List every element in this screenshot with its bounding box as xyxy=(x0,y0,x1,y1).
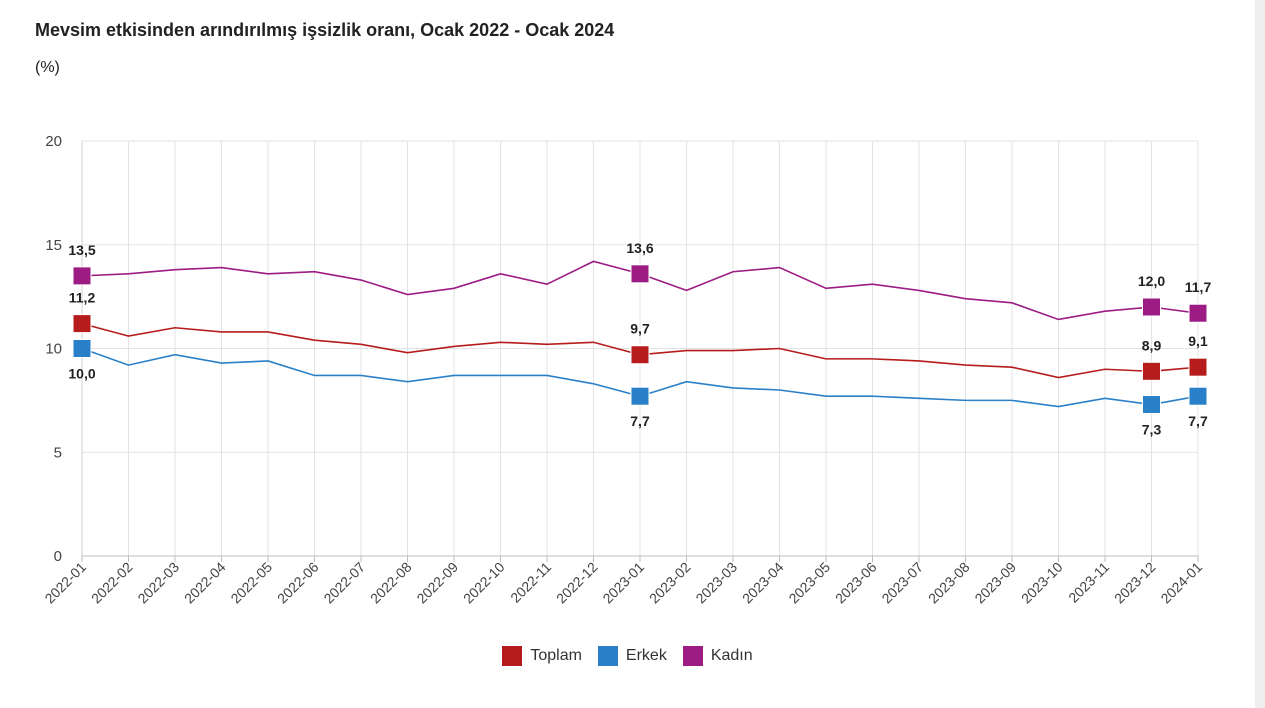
y-tick-label: 10 xyxy=(45,341,62,358)
y-tick-label: 20 xyxy=(45,133,62,150)
x-tick-label: 2023-01 xyxy=(599,559,647,607)
data-point-kadin xyxy=(72,266,92,286)
x-tick-label: 2022-04 xyxy=(181,559,229,607)
x-tick-label: 2022-11 xyxy=(507,559,554,606)
x-tick-label: 2023-09 xyxy=(971,559,1019,607)
legend-item-erkek[interactable]: Erkek xyxy=(597,646,667,666)
x-tick-label: 2023-07 xyxy=(878,559,926,607)
page-scrollbar[interactable] xyxy=(1255,0,1265,708)
legend-item-kadin[interactable]: Kadın xyxy=(682,646,753,666)
data-point-erkek xyxy=(630,386,650,406)
data-label-erkek: 10,0 xyxy=(68,366,95,382)
data-label-toplam: 11,2 xyxy=(69,290,96,306)
data-point-erkek xyxy=(1142,395,1161,415)
data-point-toplam xyxy=(72,314,92,334)
y-tick-label: 5 xyxy=(54,444,62,461)
data-point-kadin xyxy=(1188,303,1208,323)
x-tick-label: 2023-03 xyxy=(692,559,740,607)
x-tick-label: 2023-02 xyxy=(646,559,694,607)
x-tick-label: 2023-04 xyxy=(739,559,787,607)
legend-label: Kadın xyxy=(710,647,753,664)
x-tick-label: 2022-02 xyxy=(88,559,136,607)
data-label-erkek: 7,7 xyxy=(1188,413,1208,429)
x-tick-label: 2022-03 xyxy=(134,559,182,607)
x-tick-label: 2024-01 xyxy=(1157,559,1205,607)
data-point-erkek xyxy=(1188,386,1208,406)
x-tick-label: 2023-11 xyxy=(1065,559,1112,606)
data-point-toplam xyxy=(630,345,650,365)
x-axis: 2022-012022-022022-032022-042022-052022-… xyxy=(41,556,1205,606)
data-label-erkek: 7,7 xyxy=(630,413,650,429)
x-tick-label: 2022-09 xyxy=(413,559,461,607)
data-labels: 11,2 9,7 8,9 9,1 10,0 7,7 7,3 7,7 13,5 13,6 12,0 11… xyxy=(68,240,1211,438)
data-point-kadin xyxy=(1142,297,1161,317)
legend-swatch xyxy=(502,646,523,666)
x-tick-label: 2023-10 xyxy=(1018,559,1066,607)
chart-title: Mevsim etkisinden arındırılmış işsizlik … xyxy=(35,20,615,40)
legend-label: Toplam xyxy=(530,647,582,664)
legend-swatch xyxy=(597,646,618,666)
x-tick-label: 2022-08 xyxy=(367,559,415,607)
data-label-kadin: 13,6 xyxy=(626,240,653,256)
y-tick-label: 0 xyxy=(54,548,62,565)
chart-series xyxy=(72,260,1208,415)
legend-item-toplam[interactable]: Toplam xyxy=(502,646,582,666)
legend-label: Erkek xyxy=(625,647,667,664)
x-tick-label: 2022-07 xyxy=(320,559,368,607)
x-tick-label: 2023-12 xyxy=(1111,559,1159,607)
data-label-kadin: 12,0 xyxy=(1138,273,1165,289)
x-tick-label: 2022-01 xyxy=(41,559,89,607)
x-tick-label: 2022-05 xyxy=(227,559,275,607)
legend-swatch xyxy=(682,646,703,666)
data-point-erkek xyxy=(72,339,92,358)
x-tick-label: 2023-05 xyxy=(785,559,833,607)
data-label-toplam: 8,9 xyxy=(1142,337,1162,353)
chart-legend: Toplam Erkek Kadın xyxy=(0,646,1255,666)
x-tick-label: 2022-06 xyxy=(274,559,322,607)
x-tick-label: 2023-06 xyxy=(832,559,880,607)
data-label-toplam: 9,7 xyxy=(630,321,650,337)
data-point-toplam xyxy=(1142,361,1161,381)
data-label-toplam: 9,1 xyxy=(1188,333,1208,349)
y-axis: 0 5 10 15 20 xyxy=(45,133,62,565)
data-label-kadin: 13,5 xyxy=(68,242,95,258)
y-tick-label: 15 xyxy=(45,237,62,254)
x-tick-label: 2023-08 xyxy=(925,559,973,607)
x-tick-label: 2022-10 xyxy=(460,559,508,607)
data-point-toplam xyxy=(1188,357,1208,377)
data-point-kadin xyxy=(630,264,650,284)
chart-unit: (%) xyxy=(35,59,60,76)
data-label-kadin: 11,7 xyxy=(1185,279,1212,295)
data-label-erkek: 7,3 xyxy=(1142,422,1162,438)
x-tick-label: 2022-12 xyxy=(553,559,601,607)
